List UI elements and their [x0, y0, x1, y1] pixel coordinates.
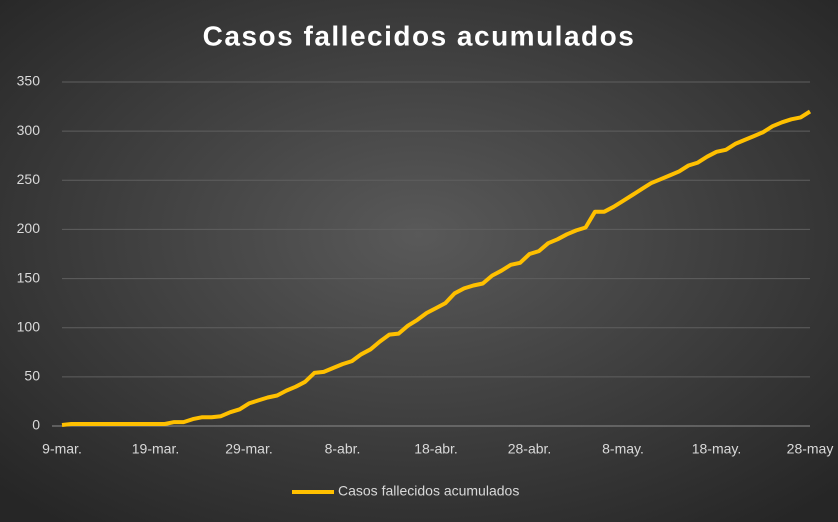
x-tick-label: 8-abr.: [325, 441, 361, 457]
x-tick-label: 19-mar.: [132, 441, 179, 457]
x-tick-label: 9-mar.: [42, 441, 82, 457]
x-tick-label: 18-may.: [692, 441, 742, 457]
x-tick-label: 28-may: [787, 441, 834, 457]
y-tick-label: 100: [17, 318, 41, 334]
line-series: [61, 109, 812, 427]
legend-label: Casos fallecidos acumulados: [338, 483, 519, 499]
y-tick-label: 150: [17, 269, 41, 285]
y-tick-label: 200: [17, 220, 41, 236]
y-tick-label: 300: [17, 122, 41, 138]
y-tick-label: 0: [32, 417, 40, 433]
x-tick-label: 8-may.: [602, 441, 644, 457]
chart-title: Casos fallecidos acumulados: [203, 20, 636, 51]
x-tick-label: 28-abr.: [508, 441, 552, 457]
x-tick-label: 29-mar.: [225, 441, 272, 457]
y-tick-label: 350: [17, 73, 41, 89]
y-tick-label: 50: [24, 368, 40, 384]
y-tick-label: 250: [17, 171, 41, 187]
x-tick-label: 18-abr.: [414, 441, 458, 457]
